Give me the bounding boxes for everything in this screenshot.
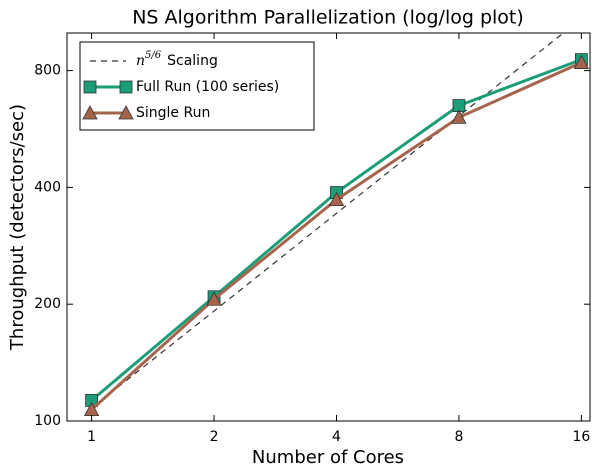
y-tick-label: 400 <box>34 179 61 195</box>
series-line <box>91 33 565 409</box>
legend-marker <box>119 80 133 94</box>
y-tick-label: 100 <box>34 413 61 429</box>
legend-label: n5/6 Scaling <box>136 50 218 70</box>
legend-marker <box>83 80 97 94</box>
y-axis-label: Throughput (detectors/sec) <box>7 104 28 351</box>
x-tick-label: 2 <box>210 429 219 445</box>
legend-marker <box>118 105 134 120</box>
y-tick-label: 800 <box>34 63 61 79</box>
x-tick-label: 4 <box>332 429 341 445</box>
data-point <box>573 54 590 69</box>
y-tick-label: 200 <box>34 296 61 312</box>
x-axis-label: Number of Cores <box>252 447 404 468</box>
data-point <box>328 191 345 207</box>
x-tick-label: 1 <box>87 429 96 445</box>
legend-label-base: n <box>136 53 145 69</box>
legend-label-exponent: 5/6 <box>145 50 162 61</box>
plot-area <box>83 33 590 416</box>
chart-title: NS Algorithm Parallelization (log/log pl… <box>132 7 524 29</box>
legend-marker <box>82 105 98 120</box>
x-tick-label: 8 <box>454 429 463 445</box>
legend-label: Full Run (100 series) <box>136 79 279 95</box>
legend: n5/6 Scaling Full Run (100 series) Single R… <box>79 41 315 131</box>
x-tick-label: 16 <box>572 429 590 445</box>
legend-label-text: Scaling <box>167 53 218 69</box>
data-point <box>206 291 222 306</box>
data-point <box>451 109 467 124</box>
legend-label: Single Run <box>136 105 210 121</box>
plot-frame <box>66 32 591 422</box>
